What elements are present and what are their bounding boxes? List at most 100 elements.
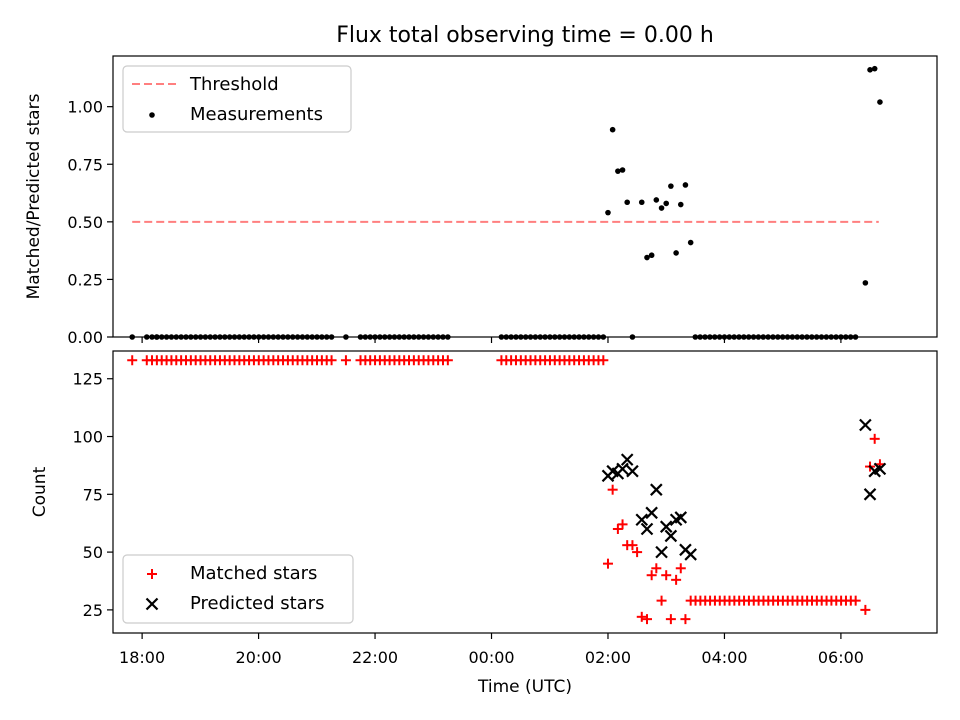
bottom-xtick-label: 00:00 — [468, 648, 514, 667]
predicted-star-point — [684, 548, 697, 561]
matched-star-point — [869, 433, 880, 444]
predicted-star-point-b — [620, 453, 634, 466]
top-panel: 0.00 0.25 0.50 0.75 1.00 Matched/Predicted st… — [24, 55, 938, 347]
legend-predicted-swatch-b — [145, 597, 159, 611]
legend-measurements-label: Measurements — [190, 104, 323, 125]
matched-star-point — [675, 563, 686, 574]
matched-star-point — [340, 355, 351, 366]
matched-star-point — [632, 547, 643, 558]
measurement-point — [624, 199, 630, 206]
predicted-star-point-b — [674, 511, 688, 524]
matched-star-point — [661, 570, 672, 581]
predicted-star-point — [873, 462, 887, 476]
bottom-ytick-label: 75 — [83, 485, 103, 504]
top-ytick-label: 1.00 — [67, 98, 103, 117]
predicted-star-point — [626, 464, 639, 478]
matched-star-point — [442, 355, 453, 366]
measurement-point — [677, 201, 684, 208]
bottom-xtick-label: 18:00 — [119, 648, 165, 667]
predicted-star-point-b — [616, 462, 629, 476]
predicted-star-point — [859, 418, 872, 432]
predicted-star-point-b — [635, 513, 649, 527]
measurement-point — [871, 65, 878, 72]
top-ytick-label: 0.50 — [67, 213, 103, 232]
predicted-star-point-b — [645, 506, 658, 520]
matched-star-point — [636, 611, 647, 622]
matched-star-point — [641, 614, 652, 625]
matched-star-point — [860, 604, 871, 615]
matched-star-point — [646, 570, 657, 581]
measurement-point — [648, 252, 655, 259]
measurement-point — [668, 183, 674, 189]
bottom-ytick-label: 100 — [72, 428, 103, 447]
top-ytick-label: 0.00 — [67, 328, 103, 347]
top-ylabel: Matched/Predicted stars — [24, 93, 44, 299]
matched-star-point — [656, 595, 667, 606]
bottom-panel: 25 50 75 100 125 18:00 20:00 22:00 00:00 02:00 04:… — [30, 350, 938, 697]
measurement-point — [673, 250, 679, 256]
legend-predicted-swatch — [145, 597, 159, 611]
matched-star-point — [651, 563, 662, 574]
predicted-star-point — [640, 522, 654, 536]
predicted-star-point — [620, 453, 634, 466]
predicted-star-point — [674, 511, 688, 524]
bottom-xtick-label: 04:00 — [701, 648, 747, 667]
predicted-star-point — [655, 545, 668, 559]
measurement-point — [862, 280, 869, 286]
predicted-star-point-b — [664, 529, 678, 543]
bottom-ytick-label: 25 — [83, 601, 103, 620]
top-ytick-label: 0.75 — [67, 155, 103, 174]
measurement-point — [877, 99, 883, 105]
predicted-star-point — [650, 483, 663, 496]
bottom-xtick-label: 06:00 — [818, 648, 864, 667]
matched-star-point — [850, 595, 861, 606]
matched-star-point — [602, 558, 613, 569]
measurement-point — [682, 182, 689, 188]
legend-matched-swatch — [147, 569, 157, 579]
bottom-ytick-label: 50 — [83, 543, 103, 562]
measurement-point — [638, 199, 645, 206]
chart-title: Flux total observing time = 0.00 h — [336, 23, 714, 48]
predicted-star-point-b — [873, 462, 887, 476]
measurement-point — [653, 197, 660, 203]
measurement-point — [658, 205, 665, 211]
top-frame — [112, 55, 938, 338]
predicted-star-point — [616, 462, 629, 476]
top-legend-box — [122, 65, 352, 133]
bottom-xlabel: Time (UTC) — [477, 677, 572, 697]
measurement-point — [619, 167, 626, 173]
matched-star-point — [607, 484, 618, 495]
bottom-legend-box — [122, 554, 354, 624]
predicted-star-point — [863, 488, 877, 501]
matched-star-point — [598, 355, 609, 366]
predicted-star-point-b — [606, 464, 619, 478]
matched-star-point — [680, 614, 691, 625]
bottom-xtick-label: 02:00 — [585, 648, 631, 667]
bottom-frame — [112, 350, 938, 634]
predicted-star-point — [635, 513, 649, 527]
measurement-point — [609, 126, 616, 133]
matched-star-point — [627, 540, 638, 551]
measurement-point — [615, 168, 621, 174]
legend-matched-label: Matched stars — [190, 563, 317, 584]
legend-predicted-label: Predicted stars — [190, 593, 324, 614]
measurement-point — [687, 239, 694, 246]
bottom-ytick-label: 125 — [72, 370, 103, 389]
bottom-xtick-label: 20:00 — [236, 648, 282, 667]
top-ytick-label: 0.25 — [67, 270, 103, 289]
predicted-star-point — [664, 529, 678, 543]
top-legend: Threshold Measurements — [122, 65, 352, 133]
matched-star-point — [612, 523, 623, 534]
bottom-xtick-label: 22:00 — [352, 648, 398, 667]
measurement-point — [663, 200, 670, 207]
measurement-point — [644, 254, 650, 261]
predicted-star-point-b — [684, 548, 697, 561]
matched-star-point — [671, 574, 682, 585]
predicted-star-point-b — [640, 522, 654, 536]
predicted-star-point-b — [659, 520, 673, 533]
predicted-star-point-b — [650, 483, 663, 496]
predicted-star-point — [659, 520, 673, 533]
legend-threshold-label: Threshold — [189, 74, 279, 95]
